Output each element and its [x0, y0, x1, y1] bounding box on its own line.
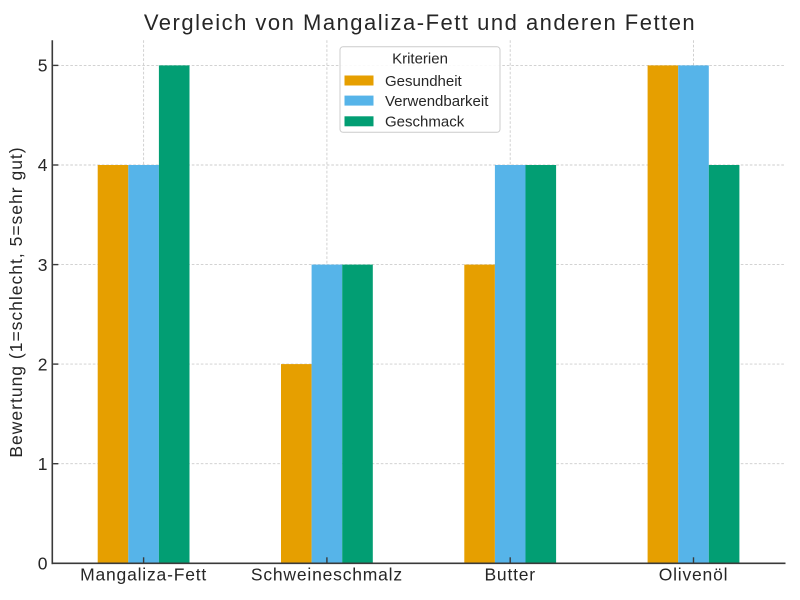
svg-text:Bewertung (1=schlecht, 5=sehr: Bewertung (1=schlecht, 5=sehr gut): [6, 146, 26, 457]
svg-text:Vergleich von Mangaliza-Fett u: Vergleich von Mangaliza-Fett und anderen…: [144, 10, 696, 35]
svg-text:Schweineschmalz: Schweineschmalz: [251, 565, 403, 585]
svg-text:Mangaliza-Fett: Mangaliza-Fett: [80, 565, 207, 585]
svg-text:1: 1: [38, 454, 48, 474]
svg-text:Butter: Butter: [484, 565, 536, 585]
svg-text:Verwendbarkeit: Verwendbarkeit: [385, 93, 489, 110]
svg-text:5: 5: [38, 56, 48, 76]
svg-text:0: 0: [38, 554, 48, 574]
svg-text:3: 3: [38, 255, 48, 275]
svg-text:2: 2: [38, 354, 48, 374]
svg-text:Geschmack: Geschmack: [385, 114, 465, 131]
svg-text:Olivenöl: Olivenöl: [659, 565, 729, 585]
svg-text:Kriterien: Kriterien: [392, 51, 448, 68]
svg-text:4: 4: [38, 155, 48, 175]
svg-text:Gesundheit: Gesundheit: [385, 73, 463, 90]
